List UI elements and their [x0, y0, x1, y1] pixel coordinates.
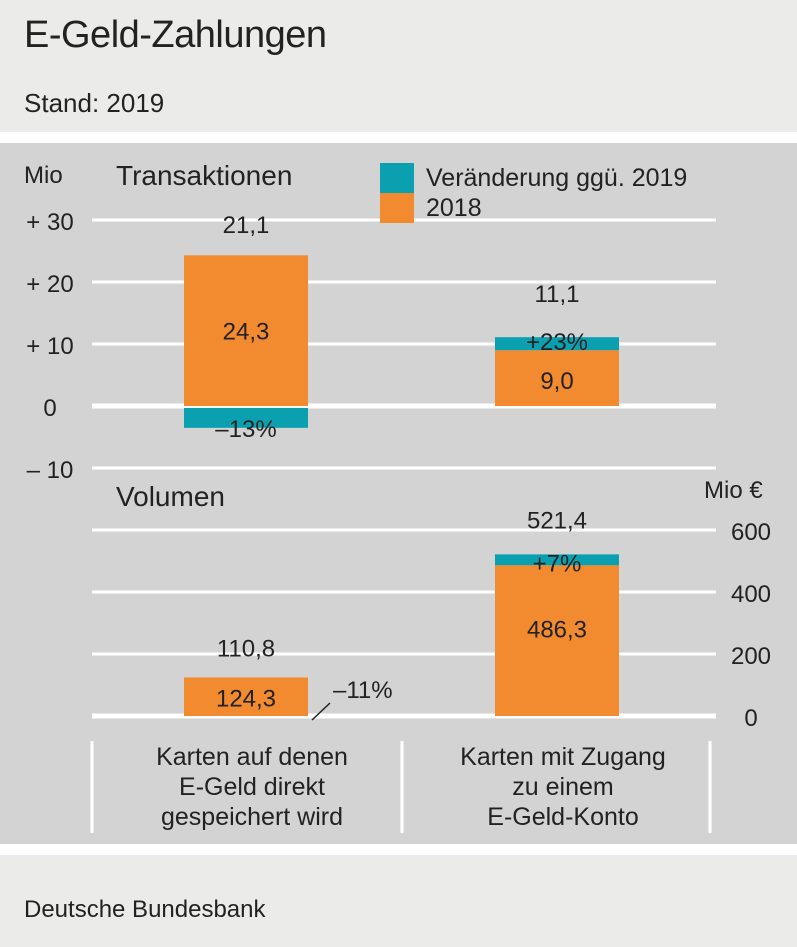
value-label-change-volumen: +7% [533, 550, 582, 577]
legend-label-2018: 2018 [426, 194, 482, 222]
category-label-line: zu einem [512, 773, 613, 801]
legend-label-change: Veränderung ggü. 2019 [426, 164, 687, 192]
category-label-line: E-Geld-Konto [487, 803, 638, 831]
value-label-2018-transaktionen: 24,3 [223, 319, 270, 346]
page-subtitle: Stand: 2019 [24, 88, 165, 118]
y-tick-label-top: + 20 [26, 271, 73, 298]
chart-panel: + 30 + 20 + 10 0 – 10 Mio Transaktionen 24,3 –13… [0, 143, 797, 844]
y-tick-label-bottom: 400 [731, 581, 771, 608]
bar-2018-volumen [184, 677, 308, 716]
y-tick-label-bottom: 200 [731, 643, 771, 670]
value-label-change-transaktionen: –13% [215, 416, 276, 443]
value-label-total-2019-volumen: 521,4 [527, 507, 587, 534]
value-label-2018-volumen: 124,3 [216, 686, 276, 713]
y-tick-label-bottom: 0 [744, 705, 757, 732]
bar-2018-transaktionen [184, 255, 308, 406]
y-tick-label-top: 0 [43, 395, 56, 422]
category-label-line: gespeichert wird [161, 803, 343, 831]
bar-change-volumen [495, 554, 619, 566]
y-tick-label-top: + 30 [26, 209, 73, 236]
value-label-total-2019-volumen: 110,8 [217, 635, 275, 662]
y-tick-label-top: – 10 [27, 457, 74, 484]
category-label-line: E-Geld direkt [179, 773, 325, 801]
change-callout-line-volumen [311, 702, 331, 721]
chart-title-transaktionen: Transaktionen [116, 160, 292, 191]
value-label-total-2019-transaktionen: 21,1 [223, 212, 270, 239]
y-axis-unit-bottom: Mio € [704, 477, 763, 504]
source-footer: Deutsche Bundesbank [24, 896, 266, 923]
page-title: E-Geld-Zahlungen [24, 14, 327, 56]
bar-change-transaktionen [495, 337, 619, 351]
y-tick-label-top: + 10 [26, 333, 73, 360]
chart-title-volumen: Volumen [116, 481, 225, 512]
value-label-change-volumen: –11% [333, 677, 393, 704]
value-label-2018-volumen: 486,3 [527, 617, 587, 644]
category-label-line: Karten auf denen [156, 743, 348, 771]
bar-2018-transaktionen [495, 350, 619, 406]
category-label-line: Karten mit Zugang [460, 743, 666, 771]
y-axis-unit-top: Mio [24, 162, 63, 189]
legend-swatch-change [380, 163, 414, 193]
value-label-change-transaktionen: +23% [526, 329, 588, 356]
bar-change-transaktionen [184, 408, 308, 428]
chart-svg: + 30 + 20 + 10 0 – 10 Mio Transaktionen 24,3 –13… [24, 160, 771, 833]
bar-2018-volumen [495, 565, 619, 716]
value-label-2018-transaktionen: 9,0 [540, 368, 573, 395]
value-label-total-2019-transaktionen: 11,1 [535, 281, 580, 308]
y-tick-label-bottom: 600 [731, 519, 771, 546]
top-separator [0, 132, 797, 143]
bottom-separator [0, 844, 797, 855]
legend-swatch-2018 [380, 193, 414, 223]
